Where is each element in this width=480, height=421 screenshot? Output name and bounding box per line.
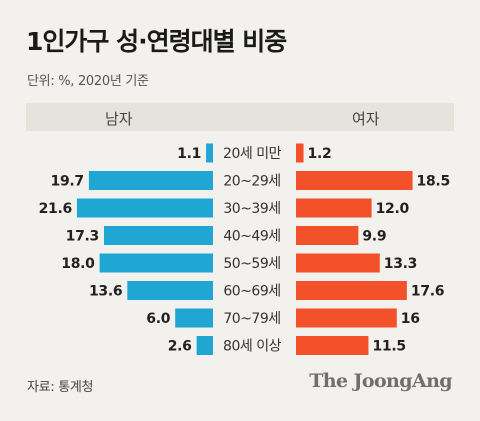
bar-male bbox=[206, 143, 213, 163]
category-label: 60~69세 bbox=[223, 284, 280, 300]
category-label: 40~49세 bbox=[223, 229, 280, 245]
unit-note: 단위: %, 2020년 기준 bbox=[27, 74, 149, 89]
bar-female bbox=[296, 226, 359, 245]
data-label-female: 9.9 bbox=[362, 229, 386, 245]
category-label: 50~59세 bbox=[223, 256, 280, 272]
bar-female bbox=[296, 336, 369, 355]
bar-male bbox=[88, 171, 213, 190]
data-label-male: 2.6 bbox=[168, 339, 192, 355]
legend-male: 남자 bbox=[105, 110, 133, 128]
data-label-male: 13.6 bbox=[89, 284, 122, 300]
data-label-female: 13.3 bbox=[384, 256, 417, 272]
category-label: 80세 이상 bbox=[223, 339, 282, 355]
bar-female bbox=[296, 171, 413, 190]
data-label-male: 1.1 bbox=[177, 146, 201, 162]
bar-female bbox=[296, 198, 372, 218]
bar-male bbox=[99, 253, 213, 273]
bar-male bbox=[104, 226, 213, 245]
bar-female bbox=[296, 253, 380, 273]
data-label-female: 16 bbox=[401, 311, 420, 327]
bar-male bbox=[76, 198, 213, 218]
legend-female: 여자 bbox=[352, 110, 380, 128]
data-label-male: 6.0 bbox=[146, 311, 170, 327]
bar-female bbox=[296, 143, 304, 163]
category-label: 20~29세 bbox=[223, 174, 280, 190]
data-label-male: 17.3 bbox=[66, 229, 99, 245]
data-label-female: 18.5 bbox=[417, 174, 450, 190]
publisher-logo: The JoongAng bbox=[309, 370, 452, 392]
bar-male bbox=[127, 281, 213, 300]
series-header-band bbox=[26, 103, 454, 131]
bar-male bbox=[175, 308, 213, 328]
data-label-male: 21.6 bbox=[39, 201, 72, 217]
chart-title: 1인가구 성·연령대별 비중 bbox=[26, 27, 287, 56]
source-note: 자료: 통계청 bbox=[27, 380, 94, 395]
category-label: 30~39세 bbox=[223, 201, 280, 217]
data-label-male: 19.7 bbox=[51, 174, 84, 190]
bar-male bbox=[196, 336, 213, 355]
data-label-male: 18.0 bbox=[61, 256, 95, 272]
bar-female bbox=[296, 308, 397, 328]
data-label-female: 1.2 bbox=[308, 146, 332, 162]
category-label: 20세 미만 bbox=[223, 146, 282, 162]
bar-female bbox=[296, 281, 407, 300]
data-label-female: 17.6 bbox=[411, 284, 444, 300]
data-label-female: 11.5 bbox=[372, 339, 405, 355]
data-label-female: 12.0 bbox=[376, 201, 410, 217]
category-label: 70~79세 bbox=[223, 311, 280, 327]
